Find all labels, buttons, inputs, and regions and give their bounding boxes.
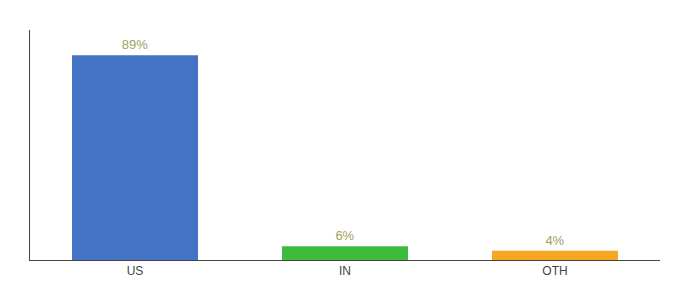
svg-text:6%: 6% bbox=[335, 228, 354, 243]
svg-text:OTH: OTH bbox=[542, 264, 567, 278]
svg-text:IN: IN bbox=[339, 264, 351, 278]
svg-text:89%: 89% bbox=[122, 37, 148, 52]
svg-text:US: US bbox=[127, 264, 144, 278]
svg-text:4%: 4% bbox=[545, 233, 564, 248]
